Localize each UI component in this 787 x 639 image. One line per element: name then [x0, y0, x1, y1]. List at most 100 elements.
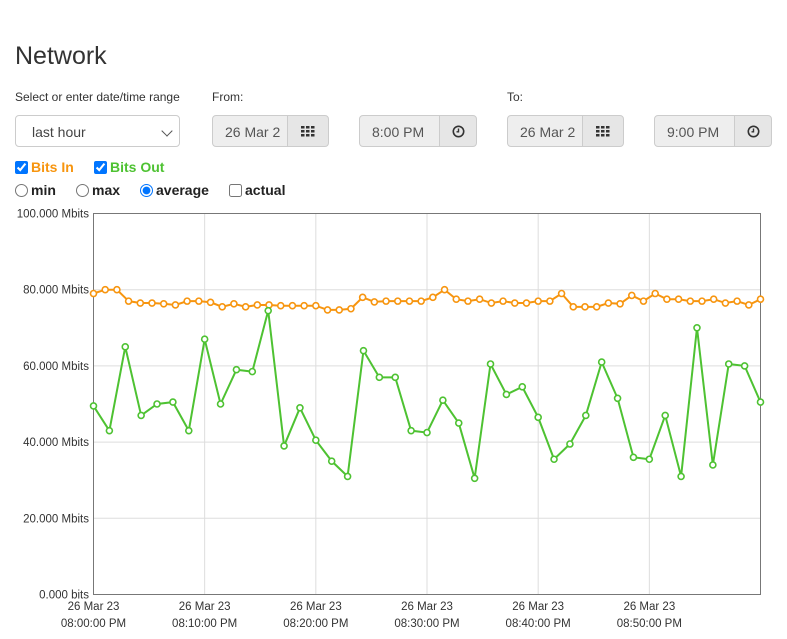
- data-point: [407, 426, 415, 435]
- data-point: [423, 428, 431, 437]
- y-tick-label: 40.000 Mbits: [23, 437, 89, 449]
- bits-out-checkbox[interactable]: [94, 160, 107, 174]
- data-point: [475, 295, 484, 304]
- max-option[interactable]: max: [76, 182, 120, 198]
- chart-svg: 0.000 bits 20.000 Mbits 40.000 Mbits 60.000…: [17, 209, 765, 630]
- data-point: [582, 411, 590, 420]
- data-point: [566, 440, 574, 448]
- to-time-picker-button[interactable]: [734, 115, 772, 147]
- data-point: [253, 301, 262, 309]
- y-tick-label: 80.000 Mbits: [23, 285, 89, 297]
- bits-out-toggle[interactable]: Bits Out: [94, 159, 164, 175]
- data-point: [296, 404, 304, 412]
- y-tick-label: 100.000 Mbits: [17, 209, 89, 221]
- data-point: [280, 442, 288, 450]
- data-point: [733, 297, 741, 305]
- data-point: [546, 297, 554, 305]
- data-point: [502, 390, 511, 399]
- data-point: [522, 299, 531, 307]
- to-time-value: 9:00 PM: [667, 124, 720, 140]
- x-tick-label: 08:30:00 PM: [394, 618, 459, 630]
- from-date-input[interactable]: 26 Mar 2: [212, 115, 288, 147]
- bits-in-label: Bits In: [31, 159, 74, 175]
- data-point: [89, 402, 98, 410]
- data-point: [300, 301, 308, 310]
- data-point: [370, 298, 379, 306]
- data-point: [709, 295, 718, 304]
- data-point: [724, 360, 733, 368]
- data-point: [693, 324, 701, 332]
- to-label: To:: [507, 90, 524, 104]
- from-time-picker-button[interactable]: [439, 115, 477, 147]
- data-point: [343, 472, 352, 481]
- data-point: [136, 299, 145, 307]
- data-point: [597, 358, 606, 366]
- from-date-value: 26 Mar 2: [225, 124, 281, 140]
- data-point: [171, 301, 180, 309]
- x-tick-label: 08:00:00 PM: [61, 618, 126, 630]
- data-point: [686, 297, 695, 305]
- data-point: [288, 301, 297, 310]
- range-select[interactable]: last hour: [15, 115, 180, 147]
- data-point: [382, 297, 390, 305]
- bits-in-checkbox[interactable]: [15, 160, 28, 174]
- bits-in-toggle[interactable]: Bits In: [15, 159, 74, 175]
- data-point: [405, 297, 414, 305]
- data-point: [661, 411, 670, 420]
- data-point: [206, 298, 215, 307]
- x-tick-label: 26 Mar 23: [290, 601, 342, 613]
- data-point: [391, 373, 400, 382]
- data-point: [613, 394, 622, 403]
- to-date-picker-button[interactable]: [582, 115, 624, 147]
- data-point: [721, 299, 730, 307]
- max-radio[interactable]: [76, 183, 89, 197]
- average-option[interactable]: average: [140, 182, 209, 198]
- min-radio[interactable]: [15, 183, 28, 197]
- data-point: [756, 398, 765, 406]
- data-point: [581, 303, 589, 311]
- from-date-picker-button[interactable]: [287, 115, 329, 147]
- from-label: From:: [212, 90, 244, 104]
- data-point: [464, 297, 472, 305]
- data-point: [452, 295, 461, 304]
- calendar-icon: [596, 125, 610, 136]
- bits-out-label: Bits Out: [110, 159, 165, 175]
- data-point: [740, 362, 749, 370]
- data-point: [393, 297, 402, 305]
- actual-option[interactable]: actual: [229, 182, 285, 198]
- data-point: [454, 419, 463, 427]
- to-time-input[interactable]: 9:00 PM: [654, 115, 735, 147]
- data-point: [439, 396, 447, 404]
- x-tick-label: 26 Mar 23: [623, 601, 675, 613]
- data-point: [169, 398, 177, 406]
- min-option[interactable]: min: [15, 182, 56, 198]
- x-tick-label: 26 Mar 23: [179, 601, 231, 613]
- calendar-icon: [301, 125, 315, 136]
- x-tick-label: 08:50:00 PM: [617, 618, 682, 630]
- actual-checkbox[interactable]: [229, 183, 242, 197]
- data-point: [486, 360, 495, 368]
- x-tick-label: 26 Mar 23: [512, 601, 564, 613]
- data-point: [645, 455, 654, 464]
- data-point: [375, 373, 384, 382]
- data-point: [534, 413, 542, 422]
- average-radio[interactable]: [140, 183, 153, 197]
- to-date-input[interactable]: 26 Mar 2: [507, 115, 583, 147]
- data-point: [121, 343, 130, 351]
- data-point: [417, 297, 425, 305]
- data-point: [429, 293, 437, 302]
- series-line: [93, 288, 761, 311]
- data-point: [698, 297, 706, 305]
- network-chart: 0.000 bits 20.000 Mbits 40.000 Mbits 60.000…: [0, 200, 787, 639]
- y-tick-label: 60.000 Mbits: [23, 361, 89, 373]
- data-point: [709, 461, 717, 469]
- data-point: [312, 301, 320, 310]
- data-point: [184, 426, 193, 435]
- data-point: [569, 303, 578, 311]
- data-point: [616, 299, 624, 308]
- data-point: [470, 474, 479, 483]
- data-point: [629, 453, 638, 462]
- data-point: [557, 289, 566, 298]
- from-time-input[interactable]: 8:00 PM: [359, 115, 440, 147]
- data-point: [183, 297, 191, 305]
